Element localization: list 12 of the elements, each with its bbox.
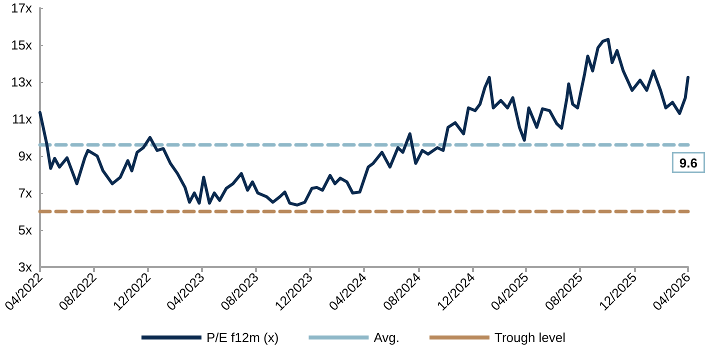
y-tick-label: 11x bbox=[12, 112, 32, 126]
y-tick-label: 5x bbox=[18, 222, 32, 238]
y-tick-label: 17x bbox=[11, 0, 32, 16]
y-tick-label: 13x bbox=[11, 74, 32, 90]
y-tick-label: 9x bbox=[18, 148, 32, 164]
legend-label: Trough level bbox=[494, 330, 566, 345]
y-tick-label: 7x bbox=[18, 186, 32, 200]
y-tick-label: 3x bbox=[18, 260, 32, 274]
y-tick-label: 15x bbox=[11, 38, 32, 52]
legend-label: P/E f12m (x) bbox=[206, 330, 279, 345]
annotation: 9.6 bbox=[679, 156, 698, 170]
legend-label: Avg. bbox=[374, 330, 400, 345]
